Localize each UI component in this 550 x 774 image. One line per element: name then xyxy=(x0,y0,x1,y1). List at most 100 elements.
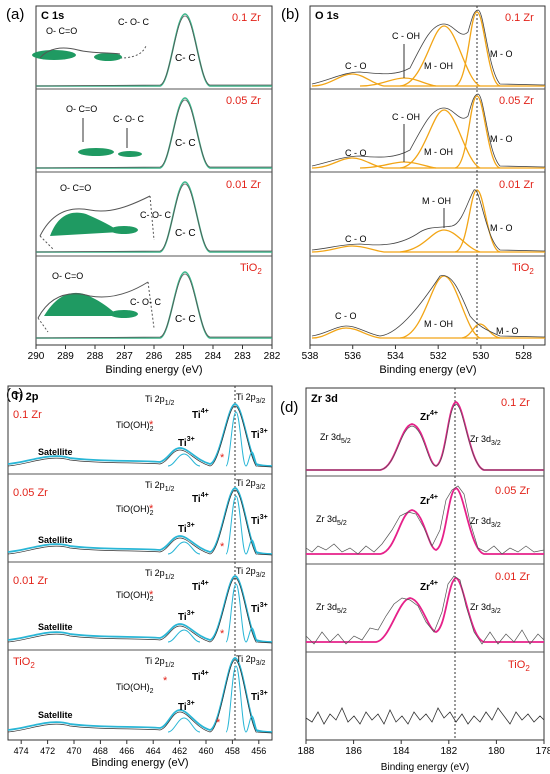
peak-mo xyxy=(454,95,501,169)
label-zr4: Zr4+ xyxy=(420,494,438,507)
peak-fill-coc xyxy=(110,226,138,234)
x-tick-label: 286 xyxy=(146,351,163,362)
label-zr3d32: Zr 3d3/2 xyxy=(470,602,501,615)
fit-envelope xyxy=(39,47,121,59)
label-zr3d52: Zr 3d5/2 xyxy=(316,514,347,527)
panel-c-x-axis: 474 472 470 468 466 464 462 460 458 456 xyxy=(14,740,266,756)
dashed-connector xyxy=(37,317,49,333)
x-tick-label: 530 xyxy=(473,351,490,362)
star-marker: * xyxy=(220,628,225,640)
raw-spectrum xyxy=(35,273,272,339)
panel-c-letter: (c) xyxy=(6,386,24,403)
peak-fill-ocoo xyxy=(50,212,120,236)
label-ti4: Ti4+ xyxy=(192,492,209,505)
label-mo: M - O xyxy=(490,223,513,233)
panel-d: (d) Zr 3d 0.1 Zr 0.05 Zr 0.01 Zr TiO2 Zr… xyxy=(280,387,550,773)
fit-envelope xyxy=(7,487,273,555)
panel-a-x-label: Binding energy (eV) xyxy=(105,364,202,376)
label-ti2p12: Ti 2p1/2 xyxy=(145,656,175,669)
label-mo: M - O xyxy=(490,134,513,144)
x-tick-label: 466 xyxy=(119,746,134,756)
panel-a: (a) C 1s 0.1 Zr 0.05 Zr 0.01 Zr TiO2 O- … xyxy=(6,5,281,376)
raw-spectrum xyxy=(305,707,545,725)
label-coh: C - OH xyxy=(392,112,420,122)
panel-d-subplot-3: Zr 3d5/2 Zr4+ Zr 3d3/2 xyxy=(305,575,545,645)
panel-a-subplot-1: O- C=O C- O- C C- C xyxy=(32,13,272,87)
star-marker: * xyxy=(216,717,221,729)
label-ocoo: O- C=O xyxy=(52,271,83,281)
x-tick-label: 283 xyxy=(234,351,251,362)
label-tiooh2: TiO(OH)2 xyxy=(116,420,154,433)
x-tick-label: 462 xyxy=(172,746,187,756)
raw-spectrum xyxy=(35,15,272,87)
panel-d-sample-label: 0.1 Zr xyxy=(501,397,530,409)
panel-c-x-label: Binding energy (eV) xyxy=(91,757,188,769)
x-tick-label: 182 xyxy=(440,746,457,757)
x-tick-label: 287 xyxy=(116,351,133,362)
peak-fill-coc xyxy=(94,53,122,61)
label-tiooh2: TiO(OH)2 xyxy=(116,504,154,517)
label-co: C - O xyxy=(345,148,367,158)
x-tick-label: 470 xyxy=(66,746,81,756)
peak-ti3 xyxy=(245,627,259,643)
label-ti2p32: Ti 2p3/2 xyxy=(236,654,266,667)
zr-envelope xyxy=(306,577,544,643)
panel-b-subplot-3: C - O M - OH M - O xyxy=(311,189,546,253)
panel-b-frame xyxy=(309,5,546,346)
fit-envelope xyxy=(37,281,149,319)
peak-ti4-2p32 xyxy=(225,665,247,733)
label-tiooh2: TiO(OH)2 xyxy=(116,590,154,603)
peak-moh xyxy=(399,275,481,339)
label-co: C - O xyxy=(345,61,367,71)
peak-ti3 xyxy=(245,451,259,467)
panel-a-sample-label-tio2: TiO2 xyxy=(240,262,262,276)
panel-b-subplot-1: C - O C - OH M - OH M - O xyxy=(311,9,546,87)
label-mo: M - O xyxy=(490,49,513,59)
label-cc: C- C xyxy=(175,314,196,325)
x-tick-label: 184 xyxy=(393,746,410,757)
label-ti4: Ti4+ xyxy=(192,580,209,593)
panel-b-letter: (b) xyxy=(281,6,299,23)
x-tick-label: 458 xyxy=(225,746,240,756)
raw-spectrum xyxy=(311,93,546,168)
label-satellite: Satellite xyxy=(38,535,73,545)
panel-c-sample-label: 0.1 Zr xyxy=(13,409,42,421)
peak-mo xyxy=(454,11,501,87)
peak-moh xyxy=(399,229,481,253)
label-moh: M - OH xyxy=(424,61,453,71)
panel-c: (c) Ti 2p 0.1 Zr 0.05 Zr 0.01 Zr TiO2 Sa… xyxy=(6,385,273,769)
x-tick-label: 188 xyxy=(298,746,315,757)
peak-fill-ocoo xyxy=(44,292,118,316)
panel-a-sample-label: 0.01 Zr xyxy=(226,179,261,191)
panel-c-subplot-4: Satellite TiO(OH)2 * Ti 2p1/2 Ti 2p3/2 T… xyxy=(7,654,273,734)
x-tick-label: 290 xyxy=(28,351,45,362)
raw-spectrum xyxy=(7,489,273,556)
raw-spectrum xyxy=(35,183,272,253)
panel-a-sample-label: 0.05 Zr xyxy=(226,95,261,107)
panel-b-subplot-2: C - O C - OH M - OH M - O xyxy=(311,93,546,169)
panel-b-sample-label: 0.01 Zr xyxy=(499,179,534,191)
label-co: C - O xyxy=(335,311,357,321)
peak-ti4-2p32 xyxy=(225,583,247,643)
label-moh: M - OH xyxy=(424,319,453,329)
star-marker: * xyxy=(149,503,154,515)
label-moh: M - OH xyxy=(422,196,451,206)
label-ocoo: O- C=O xyxy=(60,183,91,193)
label-cc: C- C xyxy=(175,138,196,149)
panel-a-title: C 1s xyxy=(41,10,64,22)
label-ti3: Ti3+ xyxy=(251,514,268,527)
label-zr3d52: Zr 3d5/2 xyxy=(316,602,347,615)
label-satellite: Satellite xyxy=(38,622,73,632)
label-zr3d52: Zr 3d5/2 xyxy=(320,432,351,445)
label-ocoo: O- C=O xyxy=(46,26,77,36)
label-tiooh2: TiO(OH)2 xyxy=(116,682,154,695)
label-zr3d32: Zr 3d3/2 xyxy=(470,434,501,447)
peak-fill-ocoo xyxy=(32,50,76,60)
panel-c-sample-label-tio2: TiO2 xyxy=(13,656,35,670)
label-ti3: Ti3+ xyxy=(251,690,268,703)
label-coc: C- O- C xyxy=(118,17,149,27)
label-zr4: Zr4+ xyxy=(420,410,438,423)
peak-mo xyxy=(461,323,501,339)
panel-c-sample-label: 0.05 Zr xyxy=(13,487,48,499)
star-marker: * xyxy=(163,675,168,687)
